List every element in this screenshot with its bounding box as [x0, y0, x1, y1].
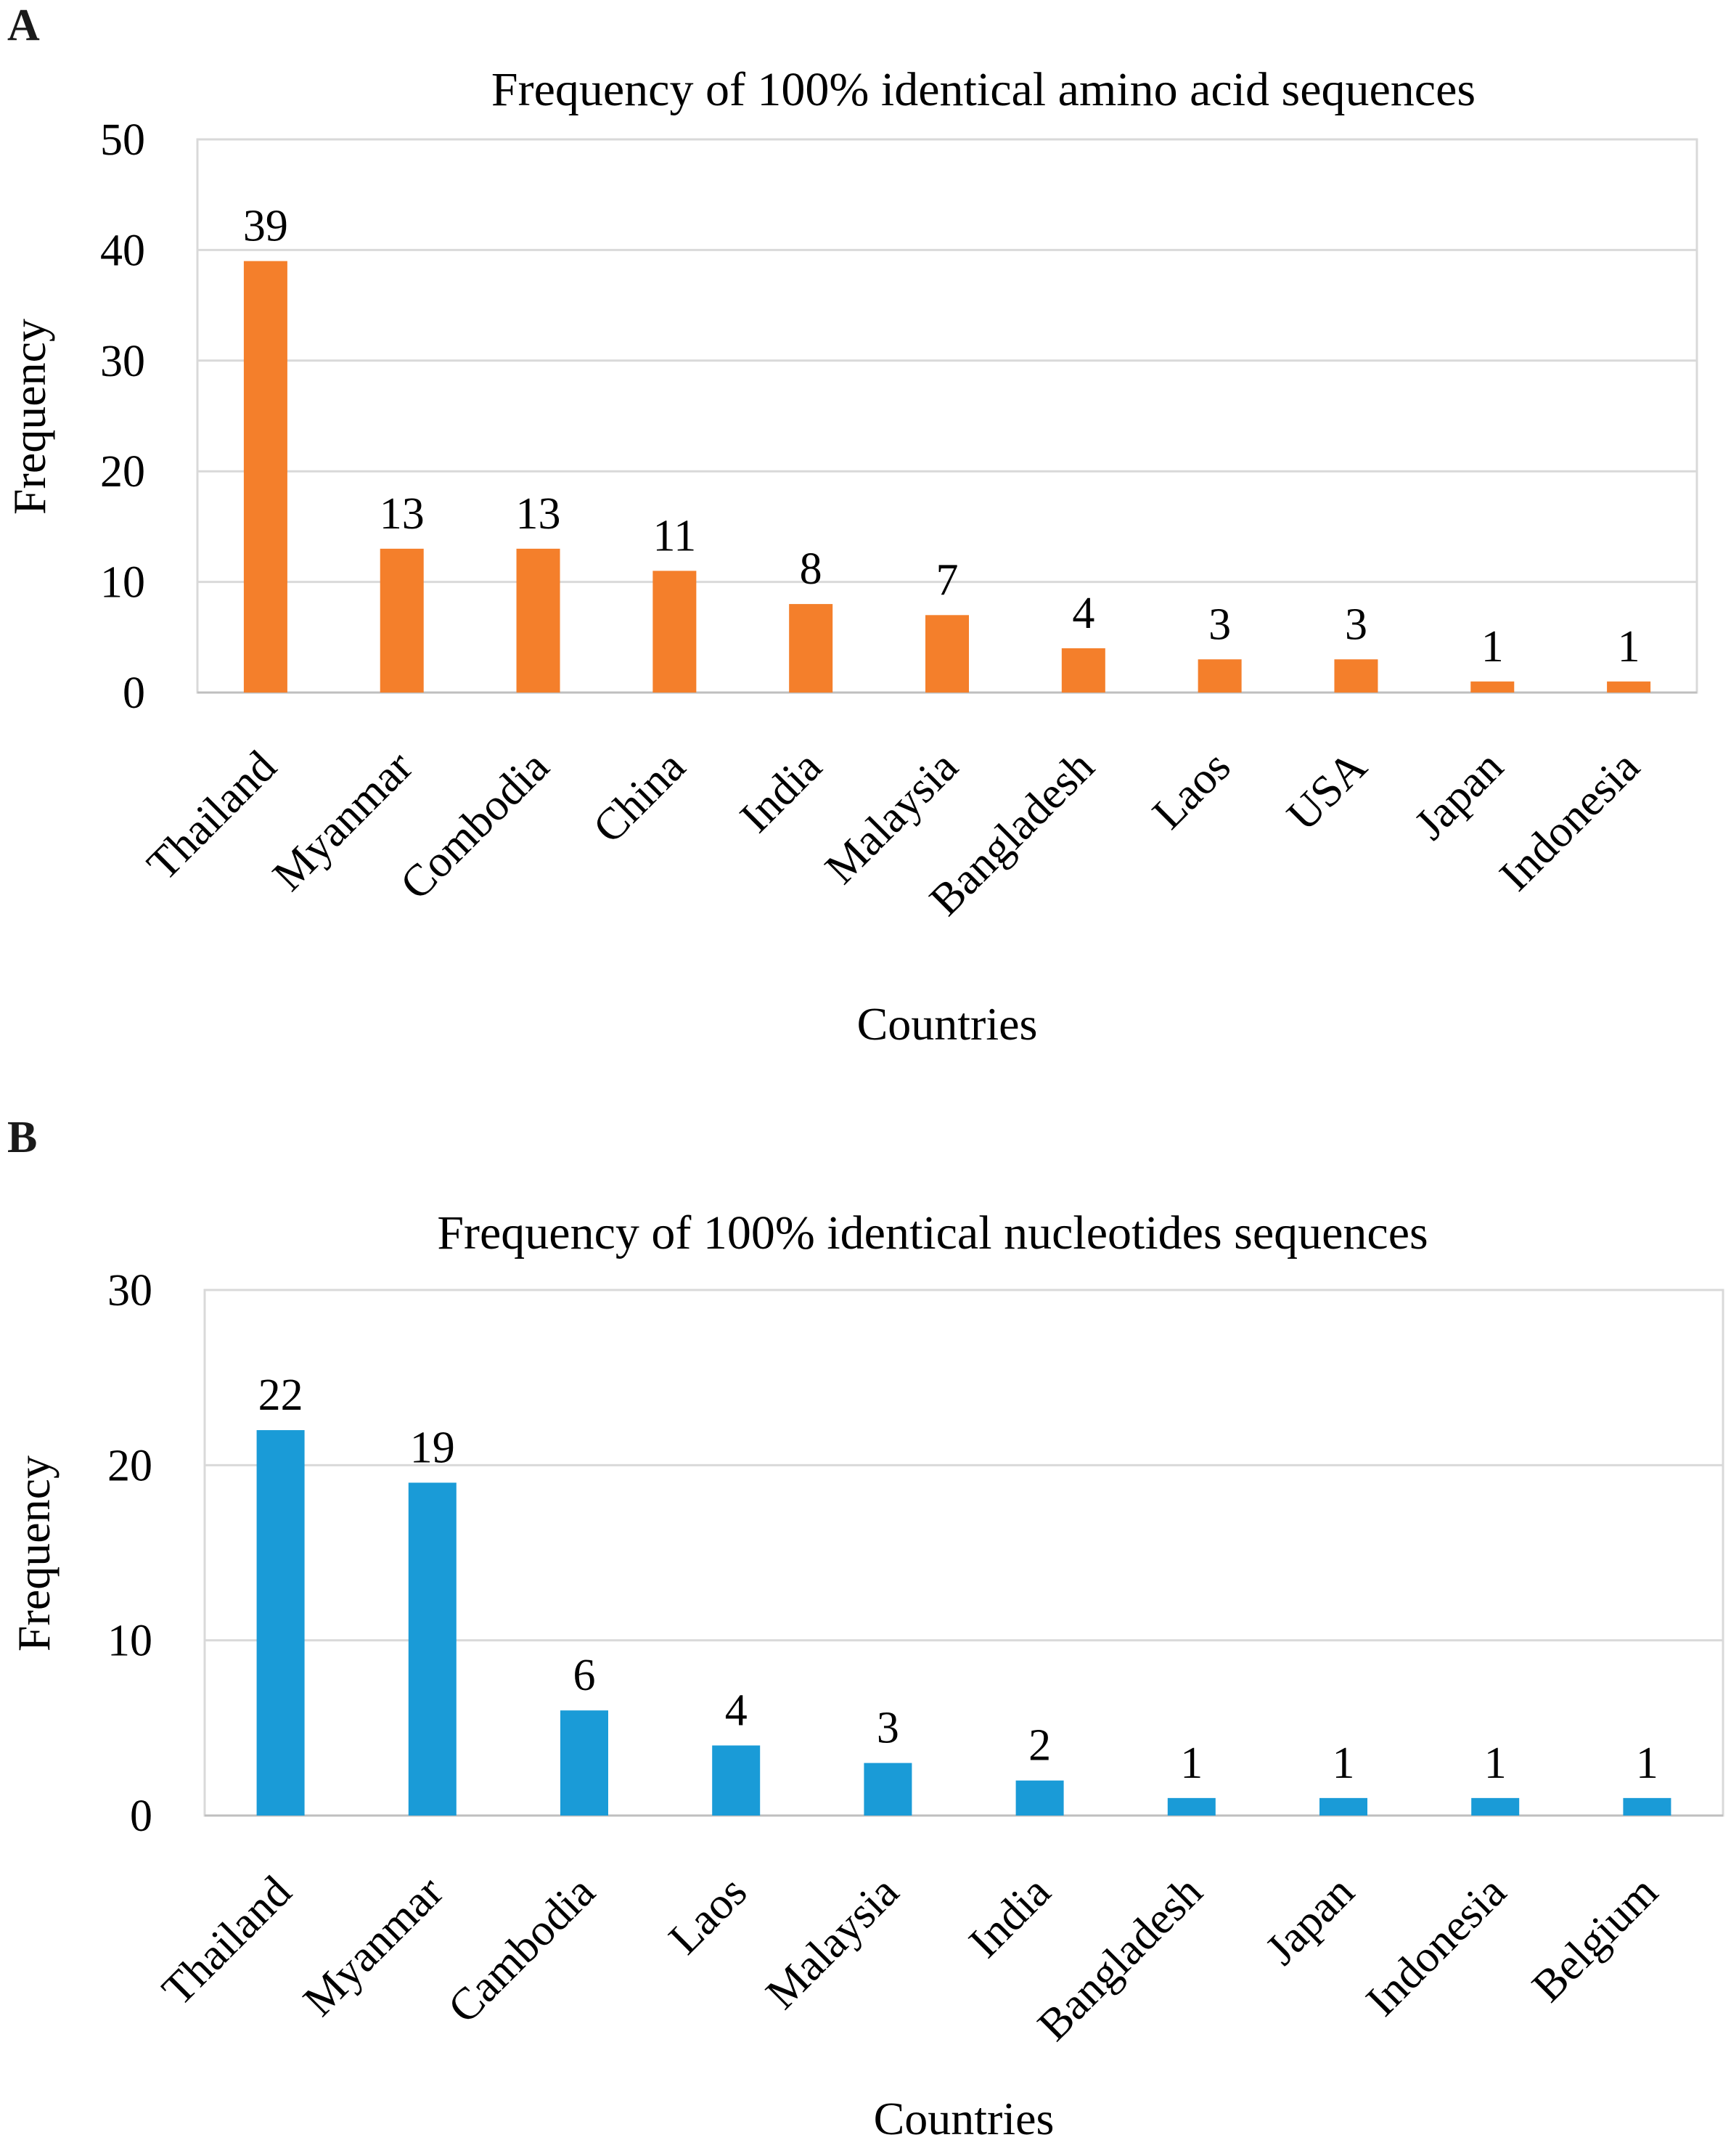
chart-title: Frequency of 100% identical amino acid s…: [491, 63, 1476, 116]
bar: [789, 604, 833, 693]
x-tick-label: Indonesia: [1490, 742, 1649, 901]
bar: [256, 1430, 305, 1816]
bar: [1334, 659, 1378, 693]
x-tick-label: Bangladesh: [1028, 1867, 1212, 2051]
y-tick-label: 10: [100, 558, 145, 608]
x-tick-label: Indonesia: [1357, 1867, 1516, 2026]
data-label: 1: [1484, 1739, 1507, 1788]
bar: [1607, 681, 1651, 693]
panel-label-a: A: [7, 1, 40, 50]
bar: [1167, 1797, 1216, 1816]
x-tick-label: Japan: [1256, 1867, 1364, 1975]
bar: [380, 548, 424, 693]
data-label: 13: [516, 489, 561, 539]
bar: [1471, 1797, 1520, 1816]
data-label: 8: [800, 544, 822, 594]
data-label: 39: [243, 202, 288, 251]
y-tick-label: 0: [130, 1792, 152, 1841]
x-tick-label: Laos: [660, 1867, 756, 1964]
data-label: 11: [653, 511, 697, 560]
chart-a: 0 10 20 30 40 50 Frequency of 100% identical a…: [4, 63, 1698, 1050]
data-label: 1: [1636, 1739, 1658, 1788]
chart-title: Frequency of 100% identical nucleotides …: [437, 1206, 1428, 1259]
y-axis-title: Frequency: [4, 319, 55, 515]
x-axis-title: Countries: [857, 998, 1038, 1050]
data-label: 3: [1345, 600, 1367, 649]
x-tick-label: India: [959, 1867, 1060, 1967]
x-tick-label: Thailand: [138, 742, 286, 890]
data-label: 1: [1333, 1739, 1355, 1788]
x-tick-label: Malaysia: [757, 1867, 909, 2019]
x-tick-label: Combodia: [391, 742, 559, 910]
data-label: 1: [1481, 622, 1504, 671]
bar: [1061, 648, 1105, 693]
bar: [652, 571, 697, 693]
y-tick-label: 20: [107, 1441, 152, 1490]
data-label: 1: [1618, 622, 1640, 671]
data-label: 3: [877, 1704, 899, 1753]
x-tick-label: USA: [1278, 742, 1377, 841]
bar: [1470, 681, 1515, 693]
bar: [1319, 1797, 1367, 1816]
data-label: 7: [936, 555, 959, 605]
x-tick-label: Belgium: [1523, 1867, 1667, 2012]
x-tick-label: Myanmar: [294, 1867, 453, 2026]
y-axis-title: Frequency: [8, 1455, 60, 1651]
bar: [560, 1710, 608, 1816]
x-tick-label: Laos: [1143, 742, 1240, 838]
data-label: 22: [258, 1371, 303, 1420]
y-tick-label: 20: [100, 447, 145, 497]
y-tick-label: 40: [100, 226, 145, 275]
bar: [712, 1745, 761, 1816]
data-label: 4: [725, 1686, 748, 1735]
x-tick-label: China: [584, 742, 695, 853]
data-label: 19: [410, 1423, 455, 1472]
data-label: 13: [380, 489, 425, 539]
y-tick-label: 10: [107, 1617, 152, 1666]
data-label: 1: [1180, 1739, 1203, 1788]
data-label: 4: [1072, 589, 1094, 638]
x-tick-label: Cambodia: [439, 1867, 605, 2033]
panel-label-b: B: [7, 1113, 38, 1162]
bar: [1623, 1797, 1671, 1816]
bar: [243, 261, 287, 693]
bar: [1198, 659, 1242, 693]
chart-b: 0 10 20 30 Frequency of 100% identical nucle…: [8, 1206, 1724, 2144]
bar: [1015, 1780, 1064, 1816]
bar: [516, 548, 560, 693]
x-tick-label: Thailand: [153, 1867, 301, 2015]
y-tick-label: 30: [107, 1266, 152, 1315]
y-tick-label: 30: [100, 337, 145, 386]
x-tick-label: India: [731, 742, 831, 842]
x-tick-label: Japan: [1405, 742, 1513, 849]
bar: [408, 1482, 457, 1816]
data-label: 6: [573, 1651, 596, 1700]
bar: [925, 615, 969, 693]
data-label: 2: [1028, 1721, 1051, 1771]
x-axis-title: Countries: [874, 2093, 1055, 2144]
y-tick-label: 50: [100, 115, 145, 165]
y-tick-label: 0: [123, 669, 145, 718]
data-label: 3: [1208, 600, 1231, 649]
bar: [864, 1763, 912, 1816]
